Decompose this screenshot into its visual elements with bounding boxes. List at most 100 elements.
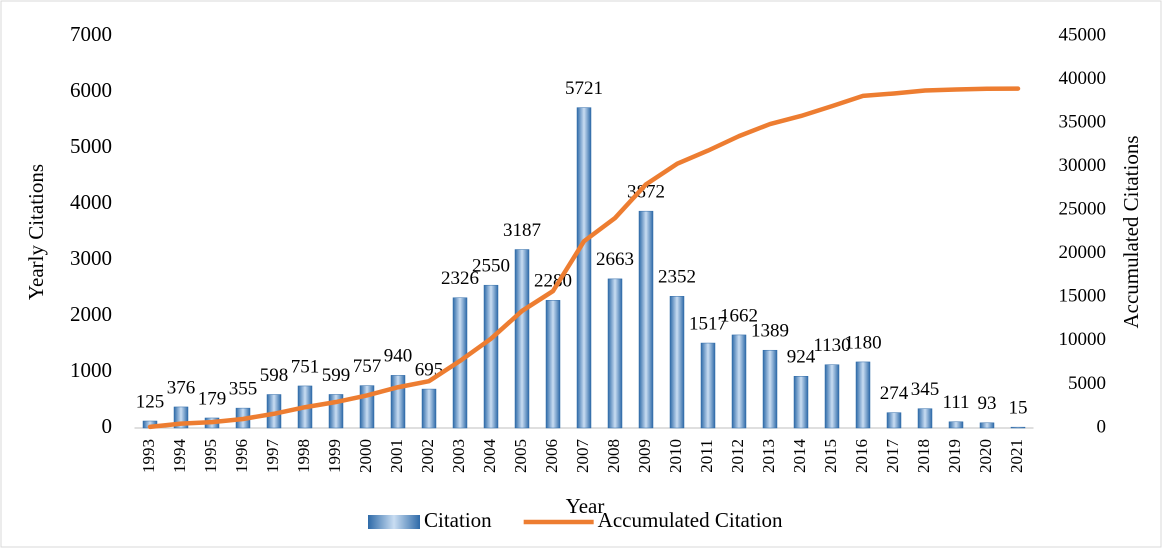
data-label: 5721 — [565, 78, 603, 99]
bar — [576, 107, 592, 429]
bar — [917, 408, 933, 429]
bar — [514, 249, 530, 429]
x-tick-label: 2001 — [387, 439, 406, 473]
bar — [421, 388, 437, 429]
x-tick-label: 2020 — [976, 439, 995, 473]
data-label: 345 — [911, 379, 940, 400]
y2-tick-label: 10000 — [1059, 329, 1107, 350]
x-tick-label: 2021 — [1007, 439, 1026, 473]
data-label: 179 — [198, 388, 227, 409]
legend-label: Accumulated Citation — [598, 508, 783, 532]
data-label: 2550 — [472, 256, 510, 277]
data-label: 757 — [353, 356, 382, 377]
x-tick-label: 1999 — [325, 439, 344, 473]
x-tick-label: 2017 — [883, 439, 902, 474]
data-label: 924 — [787, 347, 816, 368]
bar — [824, 364, 840, 429]
data-label: 1130 — [813, 335, 850, 356]
bar — [545, 300, 561, 429]
x-tick-label: 2002 — [418, 439, 437, 473]
x-tick-label: 2012 — [728, 439, 747, 473]
y2-tick-label: 5000 — [1068, 373, 1106, 394]
x-tick-label: 2019 — [945, 439, 964, 473]
y2-tick-label: 35000 — [1059, 111, 1107, 132]
legend-label: Citation — [424, 508, 492, 532]
bar — [669, 296, 685, 429]
x-tick-label: 2007 — [573, 439, 592, 474]
data-label: 2663 — [596, 249, 634, 270]
x-tick-label: 2003 — [449, 439, 468, 473]
bar — [731, 334, 747, 429]
data-label: 2352 — [658, 267, 696, 288]
y-tick-label: 2000 — [70, 302, 112, 326]
x-tick-label: 2000 — [356, 439, 375, 473]
bar — [1010, 426, 1026, 429]
data-label: 111 — [942, 392, 969, 413]
y2-tick-label: 45000 — [1059, 24, 1107, 45]
x-tick-label: 2009 — [635, 439, 654, 473]
data-label: 598 — [260, 365, 289, 386]
y-axis-title: Yearly Citations — [24, 164, 48, 300]
y-tick-label: 1000 — [70, 358, 112, 382]
y-tick-label: 7000 — [70, 22, 112, 46]
bar — [762, 349, 778, 429]
y2-tick-label: 40000 — [1059, 68, 1107, 89]
data-label: 15 — [1009, 398, 1028, 419]
x-tick-label: 2014 — [790, 439, 809, 474]
x-tick-label: 2011 — [697, 439, 716, 472]
bar — [607, 278, 623, 429]
data-label: 355 — [229, 378, 258, 399]
x-tick-label: 1995 — [201, 439, 220, 473]
data-label: 2326 — [441, 268, 479, 289]
bar — [700, 342, 716, 429]
y2-tick-label: 20000 — [1059, 242, 1107, 263]
data-label: 1389 — [751, 321, 789, 342]
x-tick-label: 2004 — [480, 439, 499, 474]
bar — [855, 361, 871, 429]
y-tick-label: 4000 — [70, 190, 112, 214]
x-tick-label: 1994 — [170, 439, 189, 474]
bar — [886, 412, 902, 429]
x-axis-title: Year — [566, 494, 605, 518]
x-tick-label: 2008 — [604, 439, 623, 473]
x-tick-label: 2013 — [759, 439, 778, 473]
bar — [979, 422, 995, 429]
bar — [390, 375, 406, 429]
y2-tick-label: 15000 — [1059, 286, 1107, 307]
data-label: 376 — [167, 377, 196, 398]
x-tick-label: 2018 — [914, 439, 933, 473]
data-label: 599 — [322, 365, 351, 386]
data-label: 93 — [978, 393, 997, 414]
x-tick-label: 2015 — [821, 439, 840, 473]
x-tick-label: 2010 — [666, 439, 685, 473]
line — [147, 86, 1021, 430]
y-tick-label: 5000 — [70, 134, 112, 158]
x-tick-label: 2005 — [511, 439, 530, 473]
bar — [483, 284, 499, 429]
y2-tick-label: 25000 — [1059, 199, 1107, 220]
y-tick-label: 0 — [102, 414, 113, 438]
y2-tick-label: 30000 — [1059, 155, 1107, 176]
x-tick-label: 1996 — [232, 439, 251, 473]
y-tick-label: 6000 — [70, 78, 112, 102]
x-tick-label: 2016 — [852, 439, 871, 473]
legend-swatch — [368, 515, 420, 529]
x-tick-label: 1993 — [139, 439, 158, 473]
bar — [638, 210, 654, 429]
data-label: 940 — [384, 346, 413, 367]
y-tick-label: 3000 — [70, 246, 112, 270]
data-label: 125 — [136, 391, 165, 412]
x-tick-label: 1998 — [294, 439, 313, 473]
data-label: 3187 — [503, 220, 541, 241]
bar — [793, 376, 809, 429]
x-tick-label: 2006 — [542, 439, 561, 473]
data-label: 751 — [291, 356, 320, 377]
data-label: 1517 — [689, 313, 727, 334]
bar — [948, 421, 964, 429]
y2-axis-title: Accumulated Citations — [1119, 135, 1143, 328]
y2-tick-label: 0 — [1097, 416, 1107, 437]
data-label: 274 — [880, 383, 909, 404]
data-label: 1180 — [844, 332, 881, 353]
